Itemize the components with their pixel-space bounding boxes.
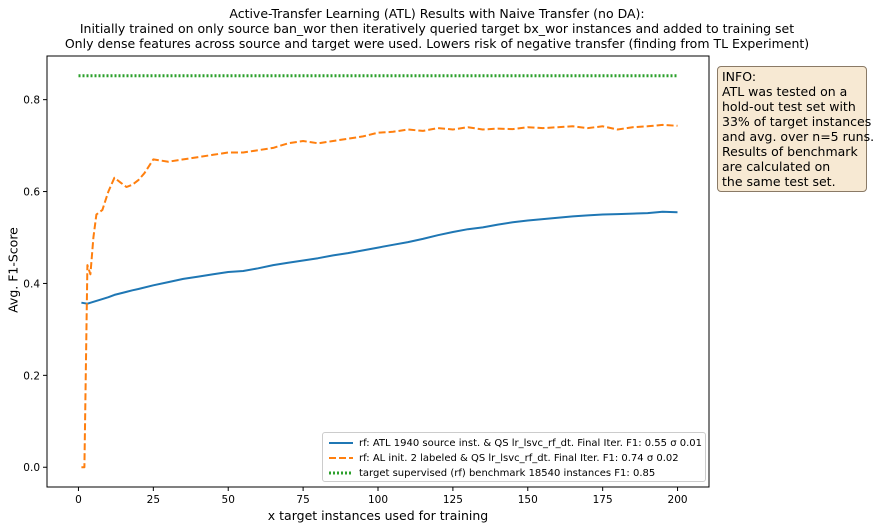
legend-label-al: rf: AL init. 2 labeled & QS lr_lsvc_rf_d…	[359, 452, 679, 464]
chart-title: Active-Transfer Learning (ATL) Results w…	[0, 6, 874, 51]
info-line: and avg. over n=5 runs.	[722, 129, 874, 144]
title-line-1: Active-Transfer Learning (ATL) Results w…	[229, 6, 645, 21]
legend-label-atl: rf: ATL 1940 source inst. & QS lr_lsvc_r…	[359, 437, 702, 449]
info-box: INFO: ATL was tested on a hold-out test …	[717, 66, 874, 192]
plot-frame	[46, 55, 710, 488]
x-tick-label: 50	[222, 494, 235, 506]
x-tick-label: 100	[368, 494, 388, 506]
y-tick-label: 0.0	[23, 462, 40, 474]
title-line-3: Only dense features across source and ta…	[64, 36, 810, 51]
legend-swatch-solid	[329, 442, 353, 444]
info-line: INFO:	[722, 69, 757, 84]
y-axis-label: Avg. F1-Score	[5, 227, 21, 313]
info-line: hold-out test set with	[722, 99, 856, 114]
y-tick-label: 0.4	[23, 278, 40, 290]
legend-swatch-dashed	[329, 457, 353, 459]
title-line-2: Initially trained on only source ban_wor…	[79, 21, 795, 36]
y-tick-label: 0.6	[23, 187, 40, 199]
y-tick-label: 0.2	[23, 370, 40, 382]
chart-legend: rf: ATL 1940 source inst. & QS lr_lsvc_r…	[322, 432, 706, 482]
info-line: Results of benchmark	[722, 144, 858, 159]
legend-entry-atl: rf: ATL 1940 source inst. & QS lr_lsvc_r…	[329, 436, 702, 450]
x-tick-label: 75	[296, 494, 309, 506]
x-tick-label: 150	[518, 494, 538, 506]
x-tick-label: 125	[443, 494, 463, 506]
x-tick-label: 0	[75, 494, 82, 506]
y-tick-label: 0.8	[23, 95, 40, 107]
info-line: 33% of target instances	[722, 114, 872, 129]
info-line: ATL was tested on a	[722, 84, 848, 99]
x-axis-label: x target instances used for training	[267, 508, 489, 523]
series-line-2	[81, 123, 678, 469]
series-line-1	[81, 210, 678, 305]
x-tick-label: 175	[593, 494, 613, 506]
legend-label-benchmark: target supervised (rf) benchmark 18540 i…	[359, 467, 656, 479]
legend-entry-benchmark: target supervised (rf) benchmark 18540 i…	[329, 466, 655, 480]
info-line: the same test set.	[722, 174, 836, 189]
x-tick-label: 200	[668, 494, 688, 506]
info-line: are calculated on	[722, 159, 831, 174]
legend-swatch-dotted	[329, 471, 353, 475]
legend-entry-al: rf: AL init. 2 labeled & QS lr_lsvc_rf_d…	[329, 451, 679, 465]
x-tick-label: 25	[147, 494, 160, 506]
